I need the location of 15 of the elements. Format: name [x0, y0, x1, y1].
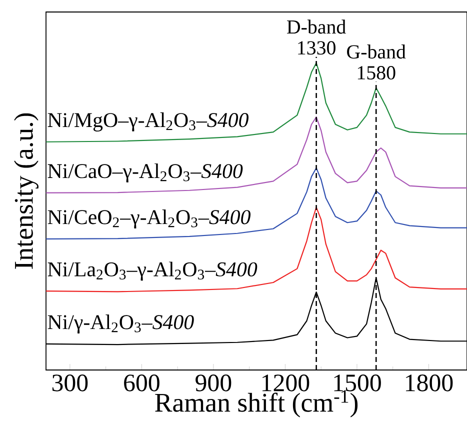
x-tick-label: 1800: [406, 374, 453, 392]
text: Ni/La$_{2}$O$_{3}$–γ-Al$_{2}$O$_{3}$–S400: [48, 262, 258, 281]
series-label: Ni/γ-Al$_{2}$O$_{3}$–S400: [48, 314, 194, 334]
x-tick-label: 1200: [262, 374, 310, 392]
series-label: Ni/CeO$_{2}$–γ-Al$_{2}$O$_{3}$–S400: [48, 210, 250, 228]
x-tick-label: 600: [124, 374, 160, 392]
x-tick-label: 300: [52, 374, 88, 392]
x-axis-title: Raman shift (cm$^{-1}$): [155, 390, 358, 418]
series-label: Ni/MgO–γ-Al$_{2}$O$_{3}$–S400: [48, 112, 248, 132]
ref-line-label: D-band 1330: [287, 20, 346, 55]
x-tick-label: 1500: [334, 374, 381, 392]
y-axis-title: Intensity (a.u.): [14, 113, 38, 269]
ref-line-label: G-band 1580: [347, 44, 406, 80]
series-label: Ni/CaO–γ-Al$_{2}$O$_{3}$–S400: [48, 163, 243, 182]
x-tick-label: 900: [196, 374, 232, 392]
